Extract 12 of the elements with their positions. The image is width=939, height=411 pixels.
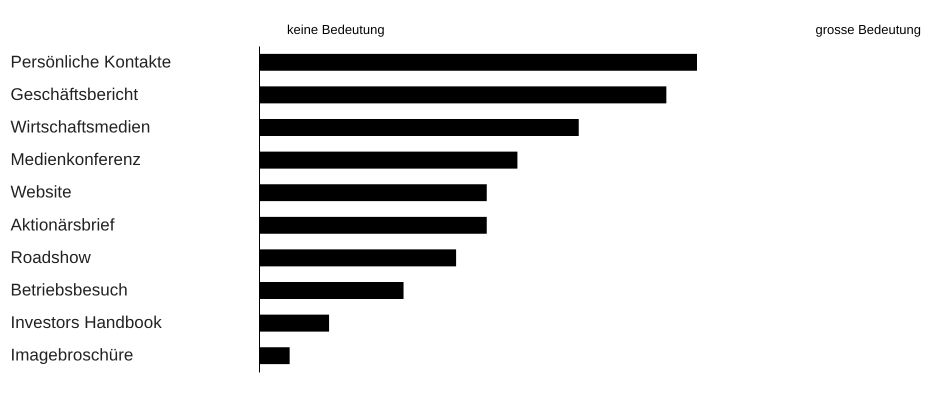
y-tick-label: Website	[10, 182, 72, 202]
text: grosse Bedeutung	[815, 22, 921, 37]
text: keine Bedeutung	[287, 22, 385, 37]
y-tick-label: Medienkonferenz	[10, 150, 141, 170]
y-tick-label: Roadshow	[10, 248, 92, 267]
y-tick-label: Geschäftsbericht	[10, 84, 138, 104]
y-tick-label: Betriebsbesuch	[10, 280, 128, 300]
y-tick-label: Aktionärsbrief	[10, 215, 115, 234]
y-tick-label: Investors Handbook	[10, 313, 162, 332]
y-tick-label: Persönliche Kontakte	[10, 52, 172, 72]
y-tick-label: Imagebroschüre	[10, 346, 134, 365]
y-tick-label: Wirtschaftsmedien	[10, 118, 150, 136]
